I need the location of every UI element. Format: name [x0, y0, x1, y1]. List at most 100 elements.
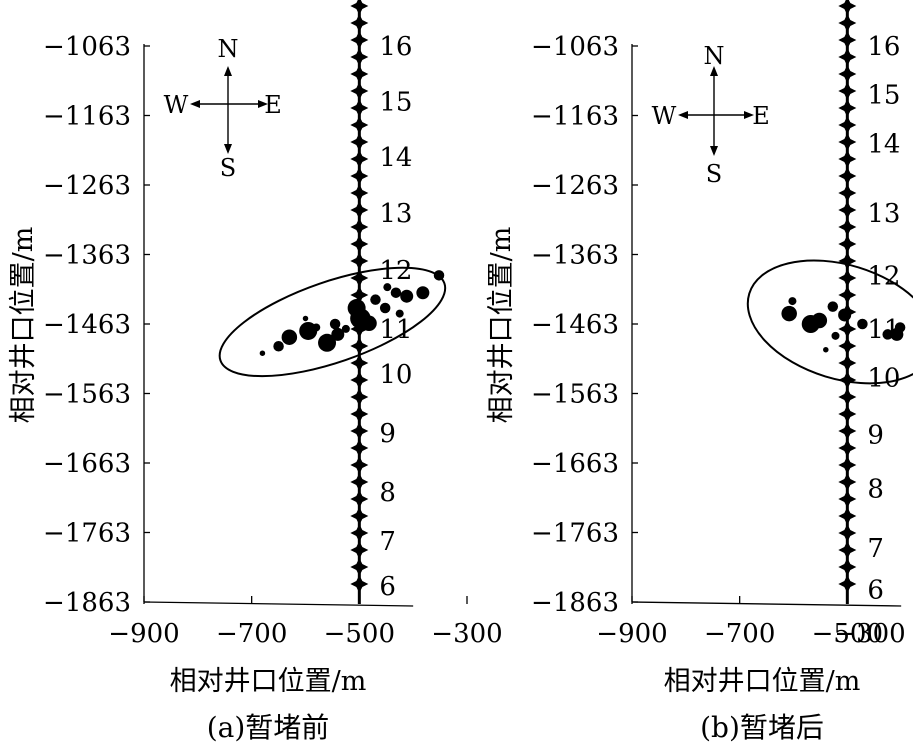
stage-label: 9 [867, 421, 884, 451]
compass-rose: N S W E [164, 35, 282, 182]
event-point [788, 297, 797, 306]
stage-label: 9 [379, 419, 396, 449]
compass-west-label: W [164, 91, 189, 119]
y-tick-label: −1863 [531, 588, 619, 618]
x-tick-label: −300 [834, 619, 905, 649]
compass-south-label: S [220, 154, 236, 182]
compass-w-arrowhead [678, 111, 688, 119]
stage-label: 16 [867, 32, 900, 62]
stage-label: 12 [379, 256, 412, 286]
y-tick-label: −1063 [531, 32, 619, 62]
event-point [831, 331, 840, 340]
y-axis-title: 相对井口位置/m [8, 227, 39, 424]
stage-label: 7 [867, 534, 884, 564]
x-axis-line [631, 601, 902, 607]
stage-label: 7 [379, 527, 396, 557]
event-point [395, 309, 404, 318]
x-axis-title: 相对井口位置/m [664, 666, 861, 697]
y-tick-label: −1663 [43, 449, 131, 479]
y-axis-ticks: −1063 −1163 −1263 −1363 −1463 −1563 −1663 −1763… [43, 32, 150, 618]
event-point [400, 289, 414, 303]
compass-e-arrowhead [258, 100, 268, 108]
event-point [838, 308, 852, 322]
x-tick-label: −300 [431, 619, 502, 649]
y-tick-label: −1763 [43, 519, 131, 549]
stage-label: 6 [379, 572, 396, 602]
event-point [273, 340, 284, 352]
event-point [882, 329, 893, 340]
y-tick-label: −1363 [43, 241, 131, 271]
stage-label: 10 [867, 364, 900, 394]
y-tick-label: −1563 [43, 380, 131, 410]
stage-label: 16 [379, 32, 412, 62]
compass-s-arrowhead [710, 146, 718, 156]
event-point [302, 315, 309, 322]
microseismic-events [781, 297, 906, 353]
x-tick-label: −500 [812, 619, 883, 649]
compass-n-arrowhead [224, 66, 232, 76]
event-point [341, 324, 350, 333]
x-axis-line [143, 601, 414, 607]
y-tick-label: −1663 [531, 449, 619, 479]
event-point [827, 301, 839, 312]
stage-label: 8 [379, 478, 396, 508]
stage-label: 14 [379, 143, 412, 173]
stage-label: 13 [379, 199, 412, 229]
y-tick-label: −1263 [43, 171, 131, 201]
event-point [281, 329, 298, 345]
y-tick-label: −1463 [531, 310, 619, 340]
panel-caption: (a)暂堵前 [207, 711, 330, 744]
event-point [379, 302, 391, 314]
panel-caption: (b)暂堵后 [700, 711, 824, 744]
event-point [329, 318, 341, 330]
y-tick-label: −1363 [531, 241, 619, 271]
event-point [383, 283, 392, 292]
compass-s-arrowhead [224, 144, 232, 154]
y-tick-label: −1063 [43, 32, 131, 62]
fracture-zone-ellipse [746, 259, 913, 385]
stage-label: 15 [867, 81, 900, 111]
event-point [811, 312, 828, 329]
y-tick-label: −1263 [531, 171, 619, 201]
event-point [361, 315, 377, 332]
event-point [331, 327, 345, 341]
event-point [894, 322, 906, 333]
stage-label: 8 [867, 475, 884, 505]
x-axis-ticks: −900 −700 −500−300 [596, 596, 906, 649]
y-tick-label: −1463 [43, 310, 131, 340]
stage-label: 10 [379, 360, 412, 390]
event-point [390, 287, 402, 298]
compass-west-label: W [652, 102, 677, 130]
compass-w-arrowhead [190, 100, 200, 108]
event-point [823, 346, 829, 353]
compass-east-label: E [264, 91, 282, 119]
stage-label: 6 [867, 575, 884, 605]
microseismic-events [259, 270, 445, 356]
event-point [433, 270, 445, 281]
compass-n-arrowhead [710, 66, 718, 76]
fracture-zone-ellipse [218, 266, 447, 378]
x-tick-label: −700 [704, 619, 775, 649]
y-axis-ticks: −1063 −1163 −1263 −1363 −1463 −1563 −1663 −1763… [531, 32, 638, 618]
compass-rose: N S W E [652, 42, 770, 188]
x-axis-ticks: −900−700−500−300 [108, 596, 503, 649]
y-tick-label: −1863 [43, 588, 131, 618]
event-point [318, 333, 337, 352]
stage-label: 15 [379, 88, 412, 118]
compass-north-label: N [704, 42, 725, 70]
y-tick-label: −1563 [531, 380, 619, 410]
x-tick-label: −500 [324, 619, 395, 649]
event-point [857, 318, 868, 330]
event-point [781, 305, 797, 322]
compass-north-label: N [218, 35, 239, 63]
compass-east-label: E [752, 102, 770, 130]
compass-e-arrowhead [744, 111, 754, 119]
stage-label: 13 [867, 199, 900, 229]
x-tick-label: −700 [216, 619, 287, 649]
x-tick-label: −900 [596, 619, 667, 649]
y-tick-label: −1163 [531, 102, 619, 132]
